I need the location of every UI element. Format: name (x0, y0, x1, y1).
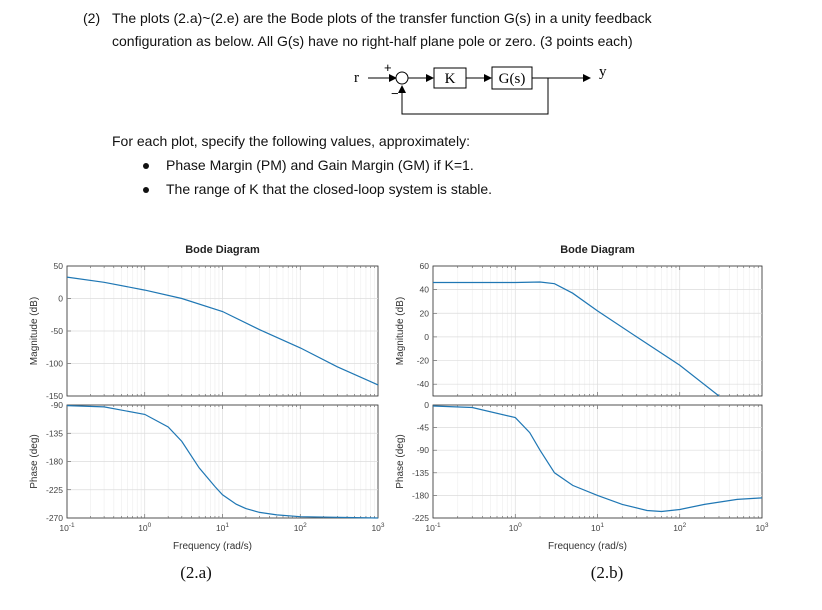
x-tick-label: 100 (138, 522, 151, 533)
x-axis-label: Frequency (rad/s) (548, 541, 627, 552)
phase-y-tick-label: -225 (46, 485, 63, 495)
bullet-item: Phase Margin (PM) and Gain Margin (GM) i… (166, 157, 474, 173)
output-signal-label: y (599, 64, 607, 80)
x-tick-label: 102 (294, 522, 307, 533)
instructions-intro: For each plot, specify the following val… (112, 133, 470, 149)
input-signal-label: r (354, 70, 359, 86)
magnitude-y-tick-label: 0 (424, 332, 429, 342)
summing-minus-sign: − (391, 86, 399, 101)
x-tick-label: 101 (216, 522, 229, 533)
plot-caption: (2.a) (180, 563, 212, 582)
magnitude-series-line (66, 276, 379, 386)
phase-y-tick-label: -90 (51, 400, 64, 410)
question-line-2: configuration as below. All G(s) have no… (112, 33, 633, 49)
x-tick-label: 101 (591, 522, 604, 533)
question-number: (2) (83, 10, 101, 26)
magnitude-series-line (433, 281, 720, 397)
phase-y-tick-label: -270 (46, 513, 63, 523)
feedback-path (398, 78, 549, 115)
bullet-dot (143, 163, 149, 169)
phase-y-tick-label: -180 (412, 490, 429, 500)
phase-y-tick-label: -135 (46, 428, 63, 438)
magnitude-y-tick-label: 50 (54, 261, 64, 271)
bullet-item: The range of K that the closed-loop syst… (166, 181, 493, 197)
phase-y-tick-label: -180 (46, 457, 63, 467)
x-tick-label: 100 (509, 522, 522, 533)
bullet-dot (143, 187, 149, 193)
gain-block-label: K (445, 71, 456, 87)
magnitude-y-tick-label: -150 (46, 391, 63, 401)
phase-y-tick-label: -45 (417, 423, 430, 433)
summing-plus-sign: + (384, 60, 392, 75)
magnitude-y-axis-label: Magnitude (dB) (29, 297, 40, 365)
phase-y-tick-label: -135 (412, 468, 429, 478)
question-line-1: The plots (2.a)~(2.e) are the Bode plots… (112, 10, 652, 26)
plant-block-label: G(s) (499, 71, 526, 87)
x-tick-label: 102 (673, 522, 686, 533)
magnitude-y-axis-label: Magnitude (dB) (395, 297, 406, 365)
x-tick-label: 103 (755, 522, 768, 533)
magnitude-y-tick-label: -50 (51, 326, 64, 336)
phase-y-tick-label: 0 (424, 400, 429, 410)
magnitude-y-tick-label: -100 (46, 359, 63, 369)
plot-caption: (2.b) (591, 563, 624, 582)
magnitude-y-tick-label: -40 (417, 379, 430, 389)
phase-y-tick-label: -225 (412, 513, 429, 523)
phase-y-tick-label: -90 (417, 445, 430, 455)
magnitude-y-tick-label: 0 (58, 294, 63, 304)
x-tick-label: 103 (371, 522, 384, 533)
block-diagram: r + − K G(s) y (354, 60, 607, 115)
magnitude-y-tick-label: 20 (420, 308, 430, 318)
phase-y-axis-label: Phase (deg) (395, 434, 406, 488)
chart-title: Bode Diagram (185, 244, 260, 256)
phase-y-axis-label: Phase (deg) (29, 434, 40, 488)
magnitude-y-tick-label: 40 (420, 285, 430, 295)
x-axis-label: Frequency (rad/s) (173, 541, 252, 552)
phase-series-line (66, 405, 379, 519)
x-tick-label: 10-1 (425, 522, 441, 533)
chart-title: Bode Diagram (560, 244, 635, 256)
magnitude-y-tick-label: -20 (417, 356, 430, 366)
x-tick-label: 10-1 (59, 522, 75, 533)
magnitude-y-tick-label: 60 (420, 261, 430, 271)
phase-series-line (432, 405, 763, 513)
